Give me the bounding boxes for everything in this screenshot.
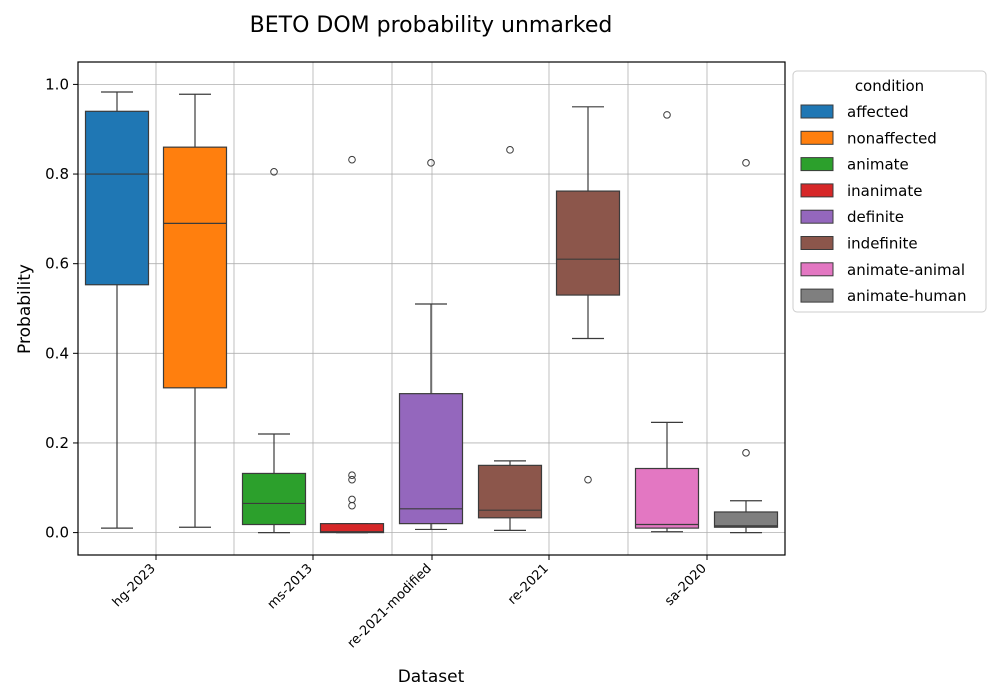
legend-label: nonaffected [847, 129, 937, 147]
legend-item-affected: affected [800, 103, 909, 121]
legend-swatch [800, 104, 834, 119]
box-ms-2013-animate [241, 168, 307, 534]
legend-swatch [800, 157, 834, 172]
legend-item-animate-animal: animate-animal [800, 261, 965, 279]
outlier-point [663, 111, 671, 119]
plot-area: 0.0 0.2 0.4 0.6 0.8 1.0 hg-2023 ms-2013 re-2021-… [45, 61, 786, 651]
box-iqr [477, 464, 543, 519]
outlier-point [348, 475, 356, 484]
box-iqr [555, 190, 621, 296]
x-tick-label: ms-2013 [265, 561, 316, 612]
x-tick-label: sa-2020 [662, 561, 710, 609]
outlier-point [742, 449, 750, 457]
box-iqr [713, 511, 779, 528]
legend-label: animate [847, 156, 909, 174]
box-iqr [319, 523, 385, 534]
legend-label: indefinite [847, 235, 918, 253]
outlier-point [348, 495, 356, 504]
box-iqr [84, 110, 150, 286]
legend-swatch [800, 262, 834, 277]
box-ms-2013-inanimate [319, 155, 385, 534]
legend-title: condition [855, 77, 924, 95]
box-hg-2023-nonaffected [162, 93, 228, 528]
box-re-2021-indefinite [555, 106, 621, 484]
box-re-2021-modified-indefinite [477, 146, 543, 531]
box-iqr [398, 393, 464, 525]
legend-item-animate: animate [800, 156, 909, 174]
legend-item-animate-human: animate-human [800, 287, 967, 305]
legend-item-nonaffected: nonaffected [800, 129, 937, 147]
legend-label: definite [847, 208, 904, 226]
x-tick-label: hg-2023 [110, 561, 159, 610]
legend-label: affected [847, 103, 909, 121]
y-tick-label: 0.8 [45, 165, 69, 183]
outlier-point [348, 471, 356, 480]
outlier-point [584, 475, 592, 484]
x-tick-label: re-2021-modified [345, 561, 435, 651]
grid [78, 62, 785, 555]
legend-item-inanimate: inanimate [800, 182, 922, 200]
box-sa-2020-animate-human [713, 159, 779, 534]
y-axis: 0.0 0.2 0.4 0.6 0.8 1.0 [45, 75, 78, 542]
legend-swatch [800, 236, 834, 250]
box-re-2021-modified-definite [398, 159, 464, 531]
legend-swatch [800, 209, 834, 224]
chart-title: BETO DOM probability unmarked [250, 13, 613, 38]
outlier-point [427, 159, 435, 167]
legend-label: animate-animal [847, 261, 965, 279]
legend-frame [792, 70, 987, 313]
x-axis-label: Dataset [398, 667, 465, 687]
box-iqr [634, 467, 700, 529]
x-tick-label: re-2021 [505, 561, 552, 608]
y-tick-label: 0.2 [45, 434, 69, 452]
legend-swatch [800, 288, 834, 303]
legend-item-indefinite: indefinite [800, 235, 918, 253]
x-axis: hg-2023 ms-2013 re-2021-modified re-2021 sa-… [110, 555, 710, 651]
y-tick-label: 1.0 [45, 75, 69, 93]
outlier-point [506, 146, 514, 154]
outlier-point [270, 168, 278, 176]
box-hg-2023-affected [84, 91, 150, 529]
legend-label: animate-human [847, 287, 967, 305]
y-tick-label: 0.4 [45, 344, 69, 362]
legend: condition affected nonaffected animate inani… [792, 70, 987, 313]
outlier-point [348, 155, 356, 164]
y-axis-label: Probability [15, 264, 35, 354]
legend-swatch [800, 130, 834, 145]
legend-swatch [800, 183, 834, 198]
outlier-point [742, 159, 750, 167]
box-sa-2020-animate-animal [634, 111, 700, 533]
outlier-point [348, 501, 356, 510]
legend-item-definite: definite [800, 208, 904, 226]
box-iqr [241, 472, 307, 526]
y-tick-label: 0.0 [45, 524, 69, 542]
box-iqr [162, 146, 228, 389]
legend-label: inanimate [847, 182, 922, 200]
y-tick-label: 0.6 [45, 255, 69, 273]
